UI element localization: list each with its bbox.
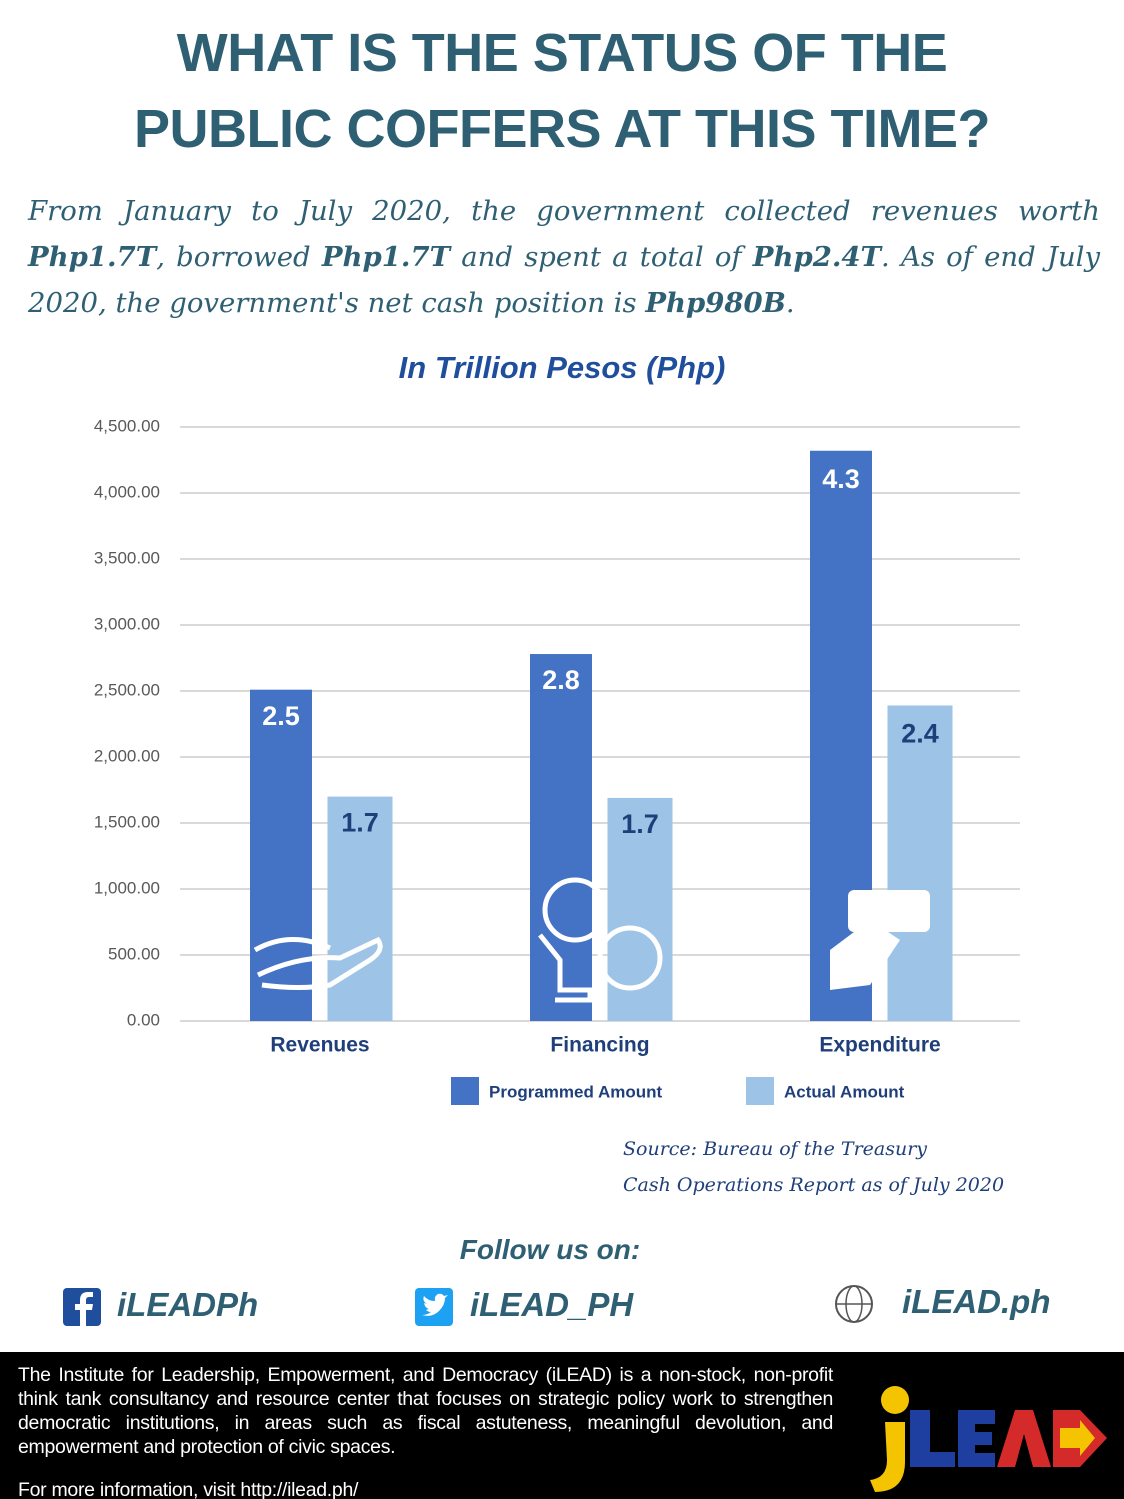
text: . <box>785 287 795 319</box>
bar <box>887 705 953 1021</box>
legend-label: Programmed Amount <box>489 1082 663 1101</box>
twitter-bird <box>422 1293 448 1316</box>
coin-icon <box>542 877 608 943</box>
social-handle: iLEADPh <box>117 1286 259 1323</box>
logo-dot <box>881 1386 909 1414</box>
social-icons <box>63 1285 873 1326</box>
hand-icon <box>253 936 383 990</box>
value-label: 1.7 <box>621 809 659 839</box>
logo <box>870 1386 1107 1492</box>
y-tick-label: 4,500.00 <box>94 416 160 435</box>
value-label: 4.3 <box>822 464 860 494</box>
y-tick-label: 2,500.00 <box>94 680 160 699</box>
logo-i <box>870 1422 905 1492</box>
value-label: 2.5 <box>262 701 300 731</box>
bar <box>327 796 393 1021</box>
y-tick-label: 0.00 <box>127 1010 160 1029</box>
legend-swatch <box>451 1077 479 1105</box>
footer: The Institute for Leadership, Empowermen… <box>0 1352 1124 1499</box>
x-tick-label: Revenues <box>270 1034 369 1057</box>
social-handle: iLEAD.ph <box>902 1283 1051 1320</box>
source: Source: Bureau of the Treasury <box>623 1138 928 1160</box>
text: , borrowed <box>156 241 322 273</box>
description: From January to July 2020, the governmen… <box>28 188 1100 326</box>
chart-title: In Trillion Pesos (Php) <box>398 350 726 385</box>
chart: 0.00 500.00 1,000.00 1,500.00 2,000.00 2,500.… <box>94 416 1020 1105</box>
y-tick-label: 2,000.00 <box>94 746 160 765</box>
value-label: 2.4 <box>901 719 939 749</box>
title-line: PUBLIC COFFERS AT THIS TIME? <box>134 99 990 159</box>
highlight: Php1.7T <box>28 241 157 273</box>
y-tick-label: 3,500.00 <box>94 548 160 567</box>
y-tick-label: 4,000.00 <box>94 482 160 501</box>
social-handle: iLEAD_PH <box>470 1286 634 1323</box>
legend-swatch <box>746 1077 774 1105</box>
follow-label: Follow us on: <box>459 1234 641 1265</box>
y-tick-label: 1,000.00 <box>94 878 160 897</box>
hand-icon <box>538 933 593 1003</box>
y-tick-label: 500.00 <box>108 944 160 963</box>
highlight: Php2.4T <box>752 241 882 273</box>
bar <box>250 689 312 1021</box>
source: Cash Operations Report as of July 2020 <box>623 1174 1005 1196</box>
highlight: Php1.7T <box>321 241 451 273</box>
text: . As of end July 2020, the government's … <box>28 241 1100 319</box>
title-line: WHAT IS THE STATUS OF THE <box>176 23 948 83</box>
y-tick-label: 3,000.00 <box>94 614 160 633</box>
bill-icon <box>848 890 930 932</box>
logo-a <box>997 1410 1051 1467</box>
text: and spent a total of <box>450 241 753 273</box>
highlight: Php980B <box>645 287 786 319</box>
facebook-f <box>75 1292 93 1326</box>
text: From January to July 2020, the governmen… <box>28 195 1100 227</box>
y-tick-label: 1,500.00 <box>94 812 160 831</box>
x-tick-label: Financing <box>550 1034 649 1057</box>
more-info: For more information, visit http://ilead… <box>18 1479 359 1499</box>
legend-label: Actual Amount <box>784 1082 905 1101</box>
coin-icon <box>597 925 663 991</box>
hand-icon <box>830 920 900 990</box>
value-label: 1.7 <box>341 808 379 838</box>
logo-l <box>910 1410 955 1467</box>
value-label: 2.8 <box>542 665 580 695</box>
x-tick-label: Expenditure <box>819 1034 940 1057</box>
logo-e <box>958 1410 995 1467</box>
about: The Institute for Leadership, Empowermen… <box>18 1364 833 1458</box>
logo-arrow <box>1060 1420 1095 1456</box>
